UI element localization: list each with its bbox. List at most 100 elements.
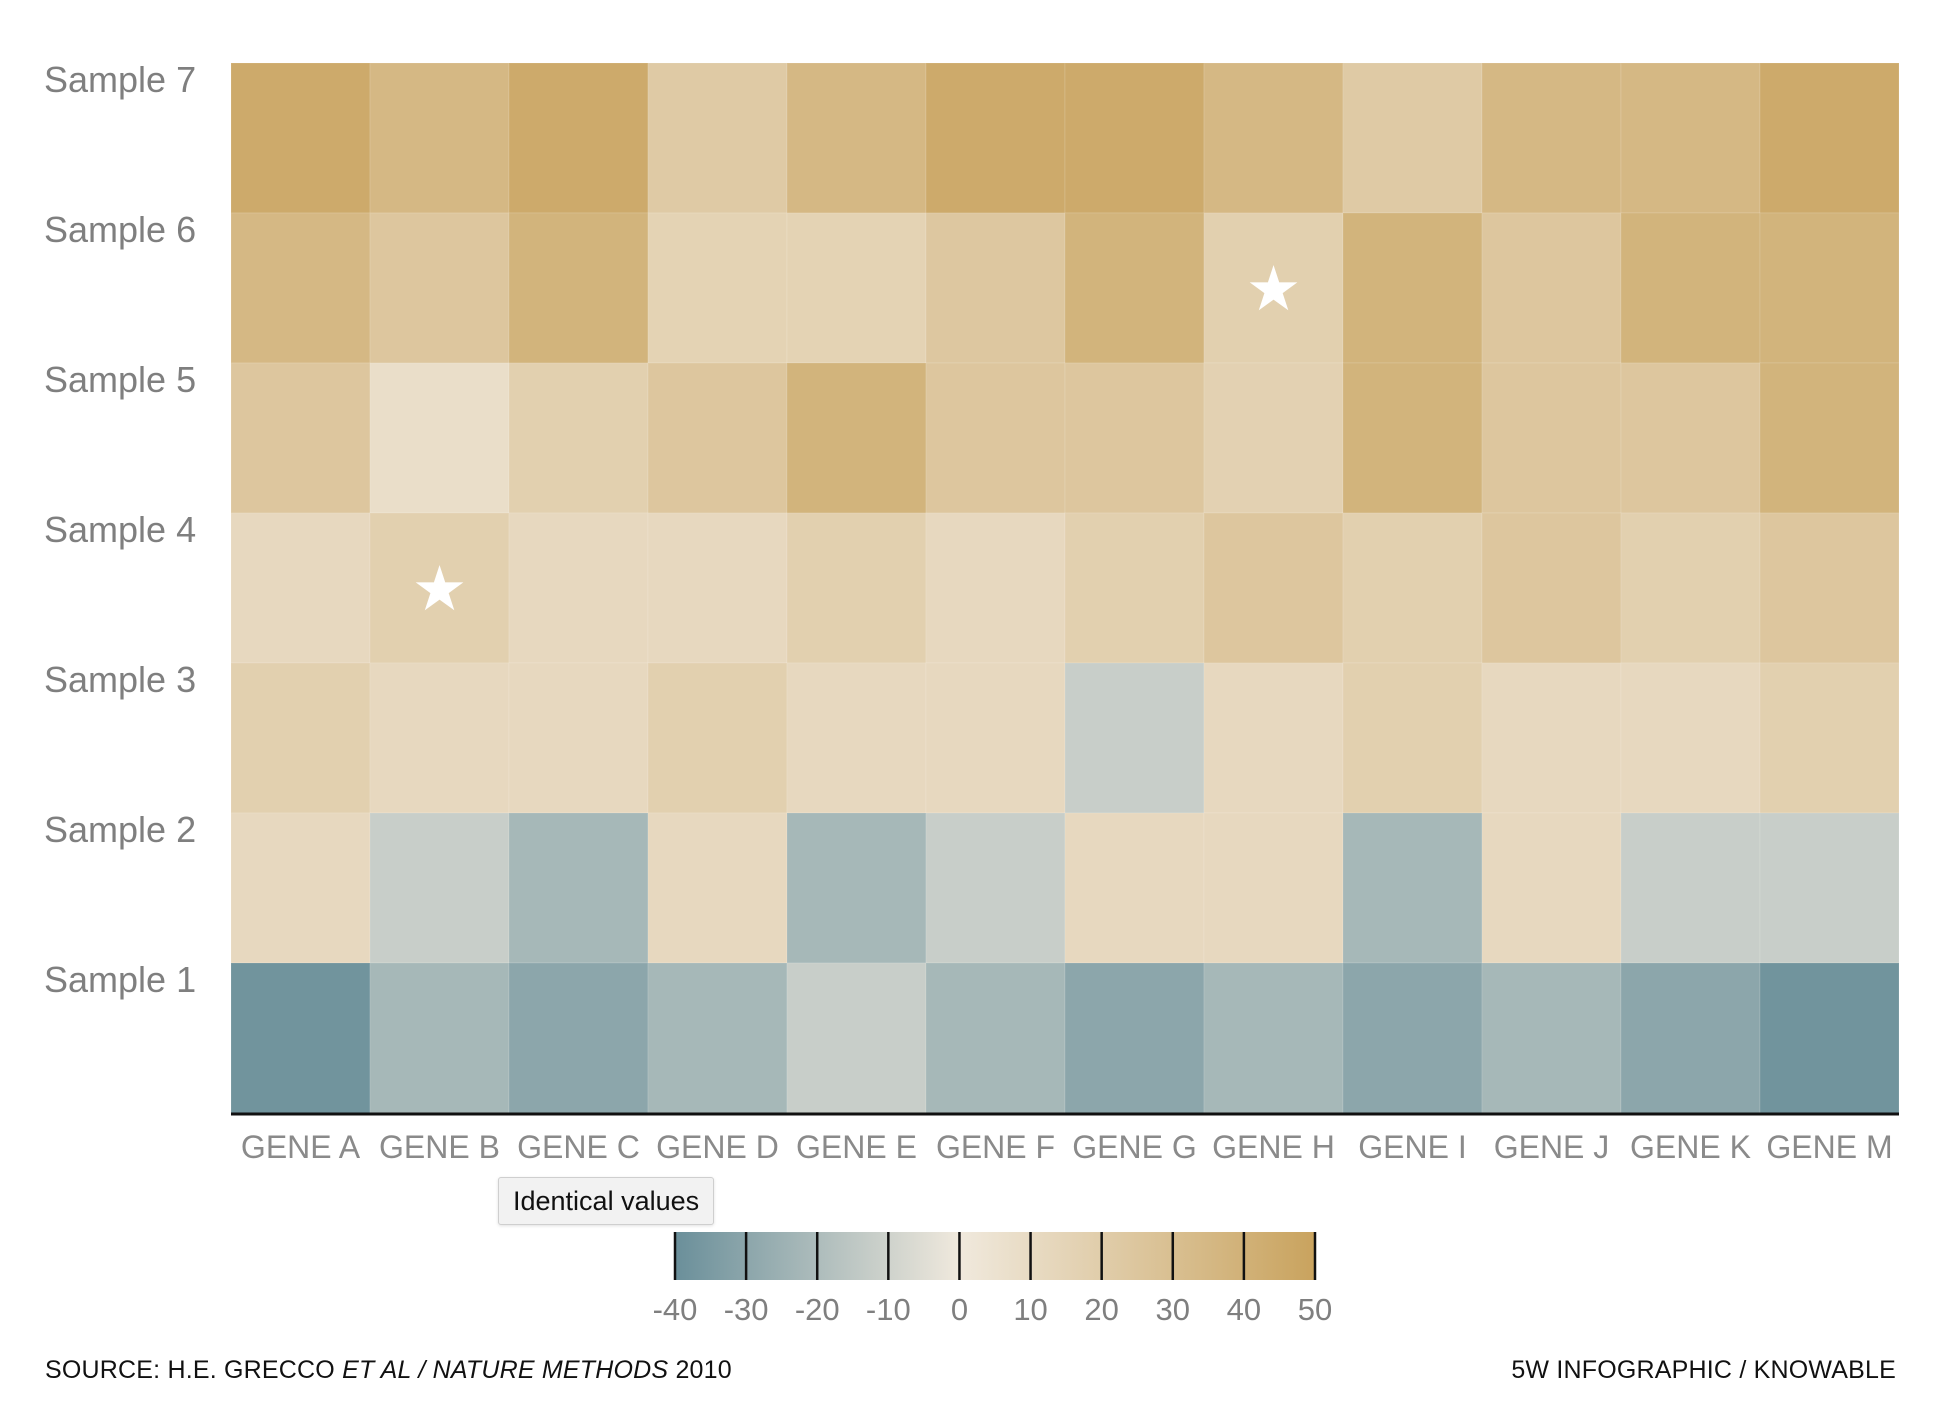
heatmap-cell (369, 662, 510, 814)
heatmap-cell (925, 962, 1066, 1114)
row-label: Sample 1 (44, 959, 196, 1000)
heatmap-cell (508, 362, 649, 514)
heatmap-cell (369, 812, 510, 964)
heatmap-cell (1342, 62, 1483, 214)
heatmap-cell (1203, 812, 1344, 964)
heatmap-cell (1620, 212, 1761, 364)
heatmap-cell (1203, 212, 1344, 364)
heatmap-cell (786, 512, 927, 664)
row-labels: Sample 7 Sample 6 Sample 5 Sample 4 Sample 3… (44, 59, 196, 1000)
heatmap-cell (647, 812, 788, 964)
heatmap-cell (786, 662, 927, 814)
row-label: Sample 6 (44, 209, 196, 250)
heatmap-cell (1620, 962, 1761, 1114)
color-scale-bar (675, 1232, 1315, 1280)
heatmap-cell (1620, 512, 1761, 664)
heatmap-cell (508, 662, 649, 814)
heatmap-cell (1342, 362, 1483, 514)
row-label: Sample 3 (44, 659, 196, 700)
heatmap-cell (925, 212, 1066, 364)
heatmap-cell (1342, 512, 1483, 664)
heatmap-cell (1481, 212, 1622, 364)
heatmap-cell (508, 62, 649, 214)
heatmap-cell (230, 62, 371, 214)
heatmap-cell (369, 212, 510, 364)
heatmap-cell (508, 512, 649, 664)
heatmap-cell (1203, 62, 1344, 214)
heatmap-cell (230, 362, 371, 514)
heatmap-cell (230, 212, 371, 364)
heatmap-cell (230, 812, 371, 964)
heatmap-cell (647, 362, 788, 514)
scale-tick-label: 50 (1298, 1292, 1332, 1327)
identical-values-tooltip: Identical values (498, 1177, 715, 1225)
scale-tick-label: -20 (795, 1292, 840, 1327)
heatmap-cells (230, 62, 1900, 1114)
heatmap-cell (1759, 362, 1900, 514)
heatmap-cell (1064, 212, 1205, 364)
source-italic: ET AL / NATURE METHODS (342, 1356, 669, 1384)
heatmap-cell (647, 512, 788, 664)
heatmap-cell (1342, 962, 1483, 1114)
column-label: GENE A (241, 1129, 361, 1165)
heatmap-cell (508, 212, 649, 364)
heatmap-cell (1064, 662, 1205, 814)
heatmap-cell (647, 662, 788, 814)
heatmap-cell (925, 512, 1066, 664)
color-scale-tick-labels: -40 -30 -20 -10 0 10 20 30 40 50 (653, 1292, 1333, 1327)
source-credit: SOURCE: H.E. GRECCO ET AL / NATURE METHO… (45, 1356, 732, 1385)
column-label: GENE B (379, 1129, 500, 1165)
scale-tick-label: -40 (653, 1292, 698, 1327)
heatmap-cell (508, 962, 649, 1114)
heatmap-cell (786, 362, 927, 514)
column-label: GENE J (1494, 1129, 1610, 1165)
heatmap-cell (647, 62, 788, 214)
scale-tick-label: 0 (951, 1292, 968, 1327)
heatmap-cell (369, 512, 510, 664)
heatmap-cell (925, 362, 1066, 514)
heatmap-cell (1620, 812, 1761, 964)
heatmap-cell (786, 212, 927, 364)
heatmap-cell (1203, 662, 1344, 814)
color-scale-ticks (673, 1232, 1317, 1280)
row-label: Sample 2 (44, 809, 196, 850)
heatmap-cell (925, 62, 1066, 214)
column-label: GENE D (656, 1129, 779, 1165)
heatmap-cell (1759, 512, 1900, 664)
column-label: GENE C (517, 1129, 640, 1165)
scale-tick-label: -30 (724, 1292, 769, 1327)
heatmap-cell (786, 962, 927, 1114)
heatmap-cell (1203, 512, 1344, 664)
heatmap-cell (1481, 812, 1622, 964)
column-label: GENE F (936, 1129, 1055, 1165)
heatmap-cell (786, 62, 927, 214)
heatmap-cell (369, 962, 510, 1114)
source-suffix: 2010 (668, 1356, 732, 1384)
heatmap-cell (925, 662, 1066, 814)
row-label: Sample 4 (44, 509, 196, 550)
heatmap-cell (369, 362, 510, 514)
scale-tick-label: 10 (1013, 1292, 1047, 1327)
column-label: GENE G (1072, 1129, 1196, 1165)
scale-tick-label: 20 (1084, 1292, 1118, 1327)
infographic-credit: 5W INFOGRAPHIC / KNOWABLE (1511, 1356, 1896, 1384)
column-label: GENE E (796, 1129, 917, 1165)
column-label: GENE I (1358, 1129, 1466, 1165)
heatmap-cell (647, 212, 788, 364)
heatmap-cell (1064, 512, 1205, 664)
heatmap-cell (1759, 662, 1900, 814)
row-label: Sample 7 (44, 59, 196, 100)
heatmap-cell (230, 512, 371, 664)
heatmap-cell (647, 962, 788, 1114)
column-label: GENE M (1766, 1129, 1892, 1165)
heatmap-cell (1620, 62, 1761, 214)
heatmap-cell (1481, 62, 1622, 214)
identical-value-markers: ★★ (412, 252, 1302, 625)
heatmap-cell (1203, 962, 1344, 1114)
heatmap-cell (1759, 212, 1900, 364)
heatmap-cell (1620, 662, 1761, 814)
heatmap-cell (1064, 362, 1205, 514)
scale-tick-label: 30 (1156, 1292, 1190, 1327)
star-icon: ★ (1246, 252, 1302, 325)
